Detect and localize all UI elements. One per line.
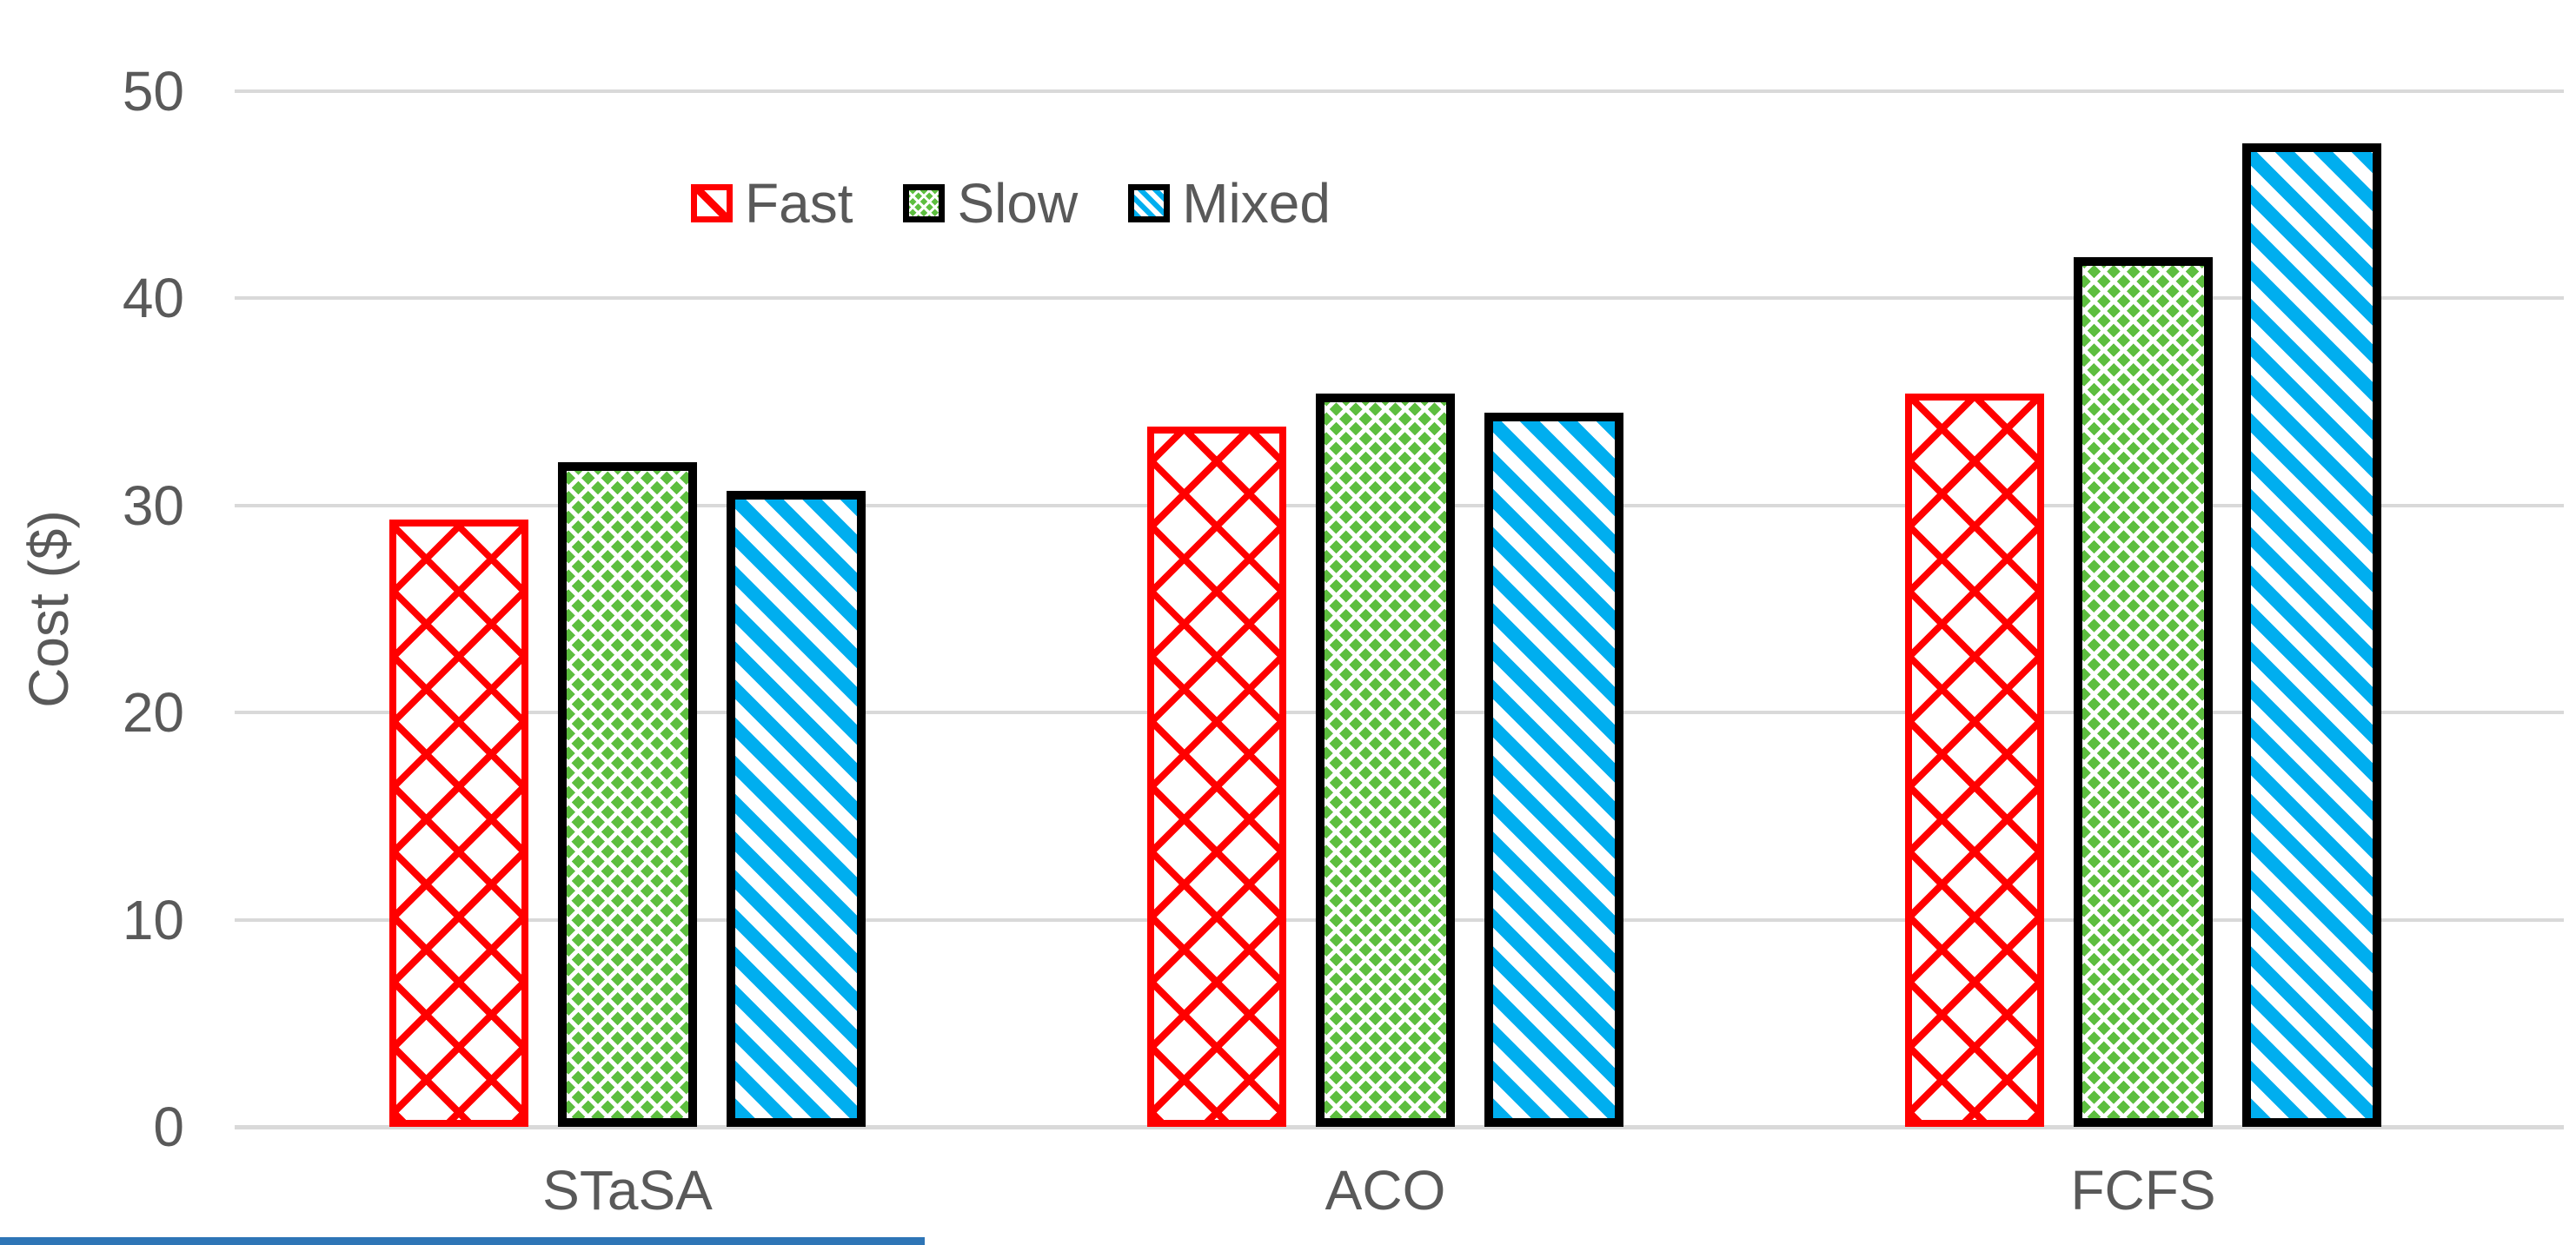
bar-group-aco	[1147, 394, 1623, 1127]
legend-item-fast: Fast	[691, 175, 853, 231]
bar-slow-aco	[1316, 394, 1455, 1127]
legend-label-fast: Fast	[745, 172, 853, 235]
bar-group-stasa	[389, 462, 866, 1127]
bar-mixed-aco	[1484, 413, 1623, 1127]
legend-label-mixed: Mixed	[1182, 172, 1331, 235]
bar-mixed-fcfs	[2242, 143, 2381, 1127]
bottom-edge-line	[0, 1237, 925, 1245]
y-tick-label-20: 20	[122, 681, 184, 745]
legend-marker-mixed-icon	[1128, 184, 1171, 222]
y-tick-label-50: 50	[122, 60, 184, 123]
y-tick-label-40: 40	[122, 267, 184, 330]
bar-group-fcfs	[1905, 143, 2381, 1127]
y-tick-label-30: 30	[122, 473, 184, 537]
legend-marker-slow-icon	[903, 184, 946, 222]
gridline-50	[235, 89, 2564, 93]
category-label-stasa: STaSA	[542, 1159, 713, 1222]
y-axis-title: Cost ($)	[17, 510, 80, 708]
gridline-40	[235, 296, 2564, 301]
bar-fast-aco	[1147, 427, 1286, 1127]
bar-fast-stasa	[389, 520, 528, 1127]
bar-mixed-stasa	[727, 491, 866, 1127]
category-label-fcfs: FCFS	[2070, 1159, 2216, 1222]
bar-slow-stasa	[558, 462, 697, 1127]
legend-marker-fast-icon	[691, 184, 733, 222]
legend: Fast Slow Mixed	[691, 175, 1331, 231]
bar-slow-fcfs	[2074, 257, 2213, 1127]
category-label-aco: ACO	[1325, 1159, 1446, 1222]
legend-item-mixed: Mixed	[1128, 175, 1331, 231]
y-tick-label-10: 10	[122, 888, 184, 951]
bar-fast-fcfs	[1905, 394, 2044, 1127]
legend-item-slow: Slow	[903, 175, 1078, 231]
legend-label-slow: Slow	[957, 172, 1079, 235]
y-tick-label-0: 0	[153, 1096, 184, 1158]
gridline-0	[235, 1125, 2564, 1129]
